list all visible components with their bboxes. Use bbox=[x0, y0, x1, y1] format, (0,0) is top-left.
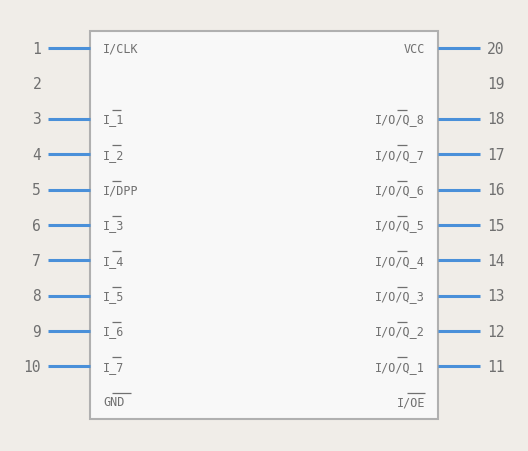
Text: 20: 20 bbox=[487, 41, 504, 57]
Text: I/O/Q_7: I/O/Q_7 bbox=[375, 148, 425, 161]
Text: 1: 1 bbox=[32, 41, 41, 57]
Text: I_4: I_4 bbox=[103, 254, 124, 267]
Text: I/O/Q_2: I/O/Q_2 bbox=[375, 325, 425, 338]
Text: 11: 11 bbox=[487, 359, 504, 374]
Text: I_6: I_6 bbox=[103, 325, 124, 338]
Text: 9: 9 bbox=[32, 324, 41, 339]
Text: 18: 18 bbox=[487, 112, 504, 127]
Text: 10: 10 bbox=[24, 359, 41, 374]
Text: I/O/Q_6: I/O/Q_6 bbox=[375, 184, 425, 197]
Text: I_7: I_7 bbox=[103, 360, 124, 373]
Text: I/OE: I/OE bbox=[397, 396, 425, 408]
Text: 3: 3 bbox=[32, 112, 41, 127]
Text: 17: 17 bbox=[487, 147, 504, 162]
Text: 19: 19 bbox=[487, 77, 504, 92]
Text: 4: 4 bbox=[32, 147, 41, 162]
Text: I_1: I_1 bbox=[103, 113, 124, 126]
Text: I/O/Q_3: I/O/Q_3 bbox=[375, 290, 425, 303]
Text: I/O/Q_5: I/O/Q_5 bbox=[375, 219, 425, 232]
Text: 8: 8 bbox=[32, 289, 41, 304]
Text: 5: 5 bbox=[32, 183, 41, 198]
Text: 6: 6 bbox=[32, 218, 41, 233]
Text: I/O/Q_1: I/O/Q_1 bbox=[375, 360, 425, 373]
Text: I/O/Q_4: I/O/Q_4 bbox=[375, 254, 425, 267]
Text: 16: 16 bbox=[487, 183, 504, 198]
Text: I/O/Q_8: I/O/Q_8 bbox=[375, 113, 425, 126]
Text: I_3: I_3 bbox=[103, 219, 124, 232]
Text: 15: 15 bbox=[487, 218, 504, 233]
Text: I/CLK: I/CLK bbox=[103, 43, 138, 55]
Text: GND: GND bbox=[103, 396, 124, 408]
Text: 14: 14 bbox=[487, 253, 504, 268]
Text: 2: 2 bbox=[32, 77, 41, 92]
Text: 7: 7 bbox=[32, 253, 41, 268]
Text: 13: 13 bbox=[487, 289, 504, 304]
Text: 12: 12 bbox=[487, 324, 504, 339]
Text: I/DPP: I/DPP bbox=[103, 184, 138, 197]
Text: VCC: VCC bbox=[404, 43, 425, 55]
Text: I_5: I_5 bbox=[103, 290, 124, 303]
Bar bbox=[90, 32, 438, 419]
Text: I_2: I_2 bbox=[103, 148, 124, 161]
